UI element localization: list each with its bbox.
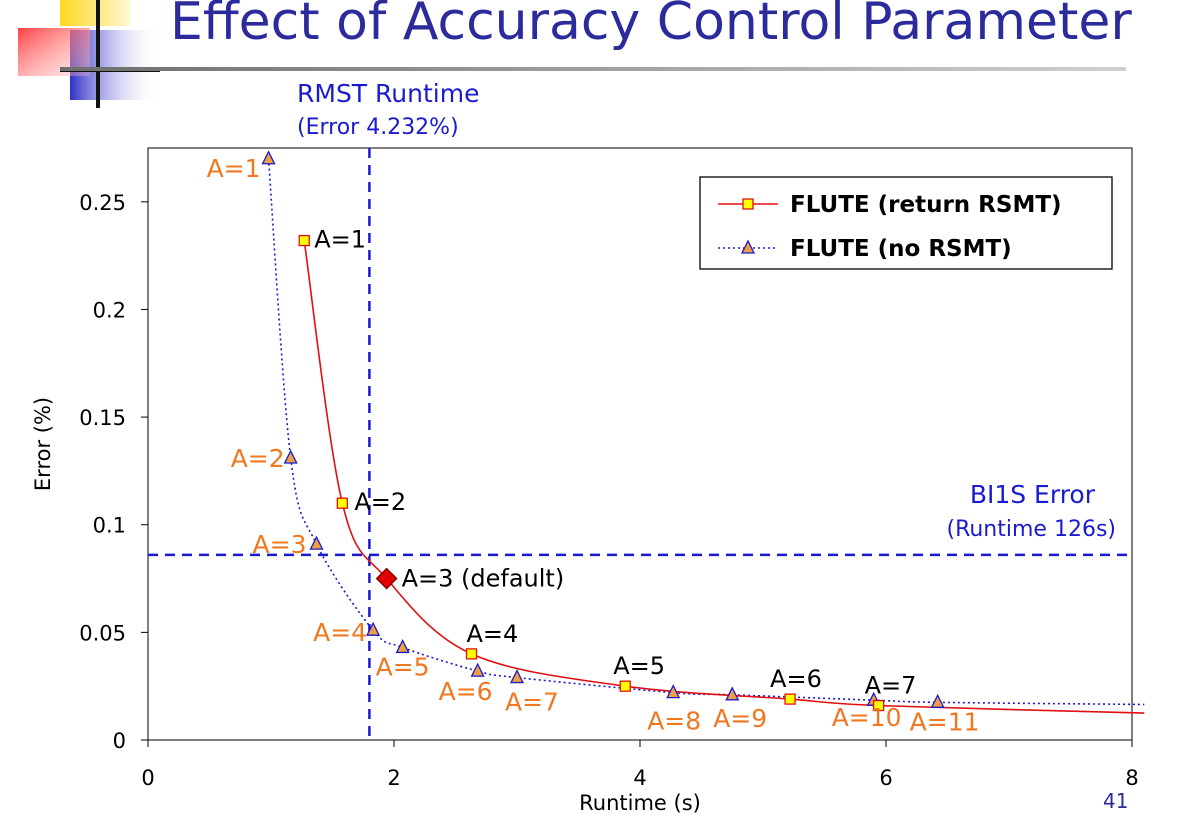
- series-line-return-rsmt: [303, 240, 1145, 714]
- y-tick-label: 0.05: [79, 621, 126, 645]
- title-underline: [60, 67, 1126, 71]
- return-rsmt-point-label: A=3 (default): [402, 565, 565, 593]
- y-tick-label: 0: [113, 729, 126, 753]
- x-tick-label: 0: [141, 766, 154, 790]
- bi1s-error-label: BI1S Error: [970, 480, 1096, 509]
- return-rsmt-point-label: A=4: [466, 620, 518, 648]
- x-axis-label: Runtime (s): [579, 791, 701, 815]
- no-rsmt-point: [930, 693, 945, 708]
- no-rsmt-point: [509, 669, 525, 684]
- x-tick-label: 4: [633, 766, 646, 790]
- return-rsmt-point: [465, 648, 478, 660]
- return-rsmt-point-label: A=1: [314, 226, 366, 254]
- x-tick-label: 8: [1125, 766, 1138, 790]
- legend-label-no-rsmt: FLUTE (no RSMT): [790, 236, 1012, 262]
- series-line-no-rsmt: [267, 158, 1145, 706]
- return-rsmt-point-label: A=2: [354, 488, 406, 516]
- return-rsmt-point-label: A=6: [770, 665, 822, 693]
- y-tick-label: 0.25: [79, 191, 126, 215]
- no-rsmt-point-label: A=1: [207, 154, 261, 183]
- legend-box: [699, 176, 1113, 270]
- y-tick-label: 0.15: [79, 406, 126, 430]
- no-rsmt-point-label: A=9: [713, 704, 767, 733]
- rmst-runtime-label: RMST Runtime: [297, 79, 479, 108]
- legend-marker-return-rsmt: [742, 198, 754, 210]
- no-rsmt-point-label: A=2: [231, 444, 285, 473]
- no-rsmt-point: [725, 686, 740, 701]
- no-rsmt-point: [261, 150, 276, 165]
- y-axis-label: Error (%): [31, 397, 55, 491]
- return-rsmt-point-label: A=5: [613, 652, 665, 680]
- return-rsmt-point: [298, 234, 310, 247]
- return-rsmt-point: [336, 497, 348, 509]
- return-rsmt-point: [872, 699, 885, 712]
- bi1s-error-sublabel: (Runtime 126s): [946, 517, 1116, 542]
- page-number: 41: [1103, 789, 1129, 813]
- no-rsmt-point-label: A=11: [910, 707, 980, 736]
- no-rsmt-point-label: A=8: [647, 707, 701, 736]
- return-rsmt-point: [619, 680, 631, 692]
- y-tick-label: 0.1: [93, 514, 126, 538]
- no-rsmt-point-label: A=6: [439, 677, 493, 706]
- y-tick-label: 0.2: [93, 298, 126, 322]
- x-tick-label: 2: [387, 766, 400, 790]
- default-point: [375, 567, 398, 590]
- no-rsmt-point: [309, 535, 324, 550]
- no-rsmt-point-label: A=4: [313, 618, 367, 647]
- no-rsmt-point: [366, 621, 381, 636]
- page-title: Effect of Accuracy Control Parameter: [170, 0, 1132, 52]
- no-rsmt-point: [470, 662, 485, 677]
- no-rsmt-point: [283, 449, 298, 464]
- rmst-runtime-sublabel: (Error 4.232%): [297, 115, 459, 140]
- return-rsmt-point: [784, 693, 796, 705]
- legend-label-return-rsmt: FLUTE (return RSMT): [790, 192, 1062, 218]
- no-rsmt-point: [395, 638, 410, 654]
- legend-marker-no-rsmt: [740, 239, 756, 254]
- x-tick-label: 6: [879, 766, 892, 790]
- return-rsmt-point-label: A=7: [865, 672, 917, 700]
- no-rsmt-point-label: A=5: [376, 652, 430, 681]
- no-rsmt-point-label: A=7: [505, 688, 559, 717]
- no-rsmt-point-label: A=10: [832, 703, 902, 732]
- no-rsmt-point-label: A=3: [253, 530, 307, 559]
- no-rsmt-point: [666, 684, 681, 699]
